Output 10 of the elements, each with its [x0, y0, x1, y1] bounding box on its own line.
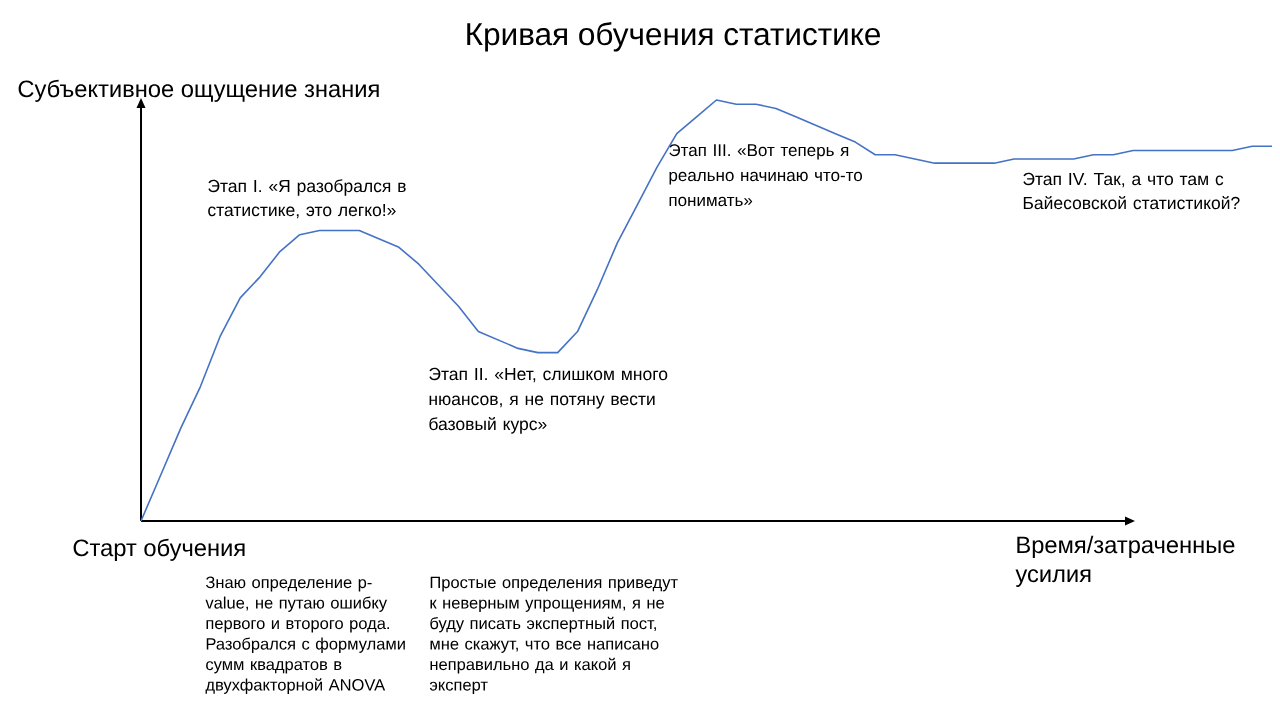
annotation: Этап II. «Нет, слишком много нюансов, я не потяну вести базовый курс» [429, 367, 668, 434]
annotation: Этап I. «Я разобрался в статистике, это легко!» [208, 179, 406, 219]
annotation: Этап III. «Вот теперь я реально начинаю что-то понимать» [669, 144, 863, 207]
y-axis-title: Субъективное ощущение знания [18, 79, 379, 102]
x-axis-title: Время/затраченные усилия [1015, 535, 1235, 587]
chart-title: Кривая обучения статистике [467, 21, 880, 52]
text: Простые определения приведут к неверным упрощениям, я не буду писать экспертный пост, мне скажут, что все написано неправильно да и какой я эксперт [429, 576, 678, 694]
text: Старт обучения [73, 538, 245, 561]
annotation: Этап IV. Так, а что там с Байесовской статистикой? [1023, 172, 1240, 210]
text: Знаю определение p-value, не путаю ошибку первого и второго рода. Разобрался с формулами сумм квадратов в двухфакторной ANOVA [205, 576, 405, 694]
